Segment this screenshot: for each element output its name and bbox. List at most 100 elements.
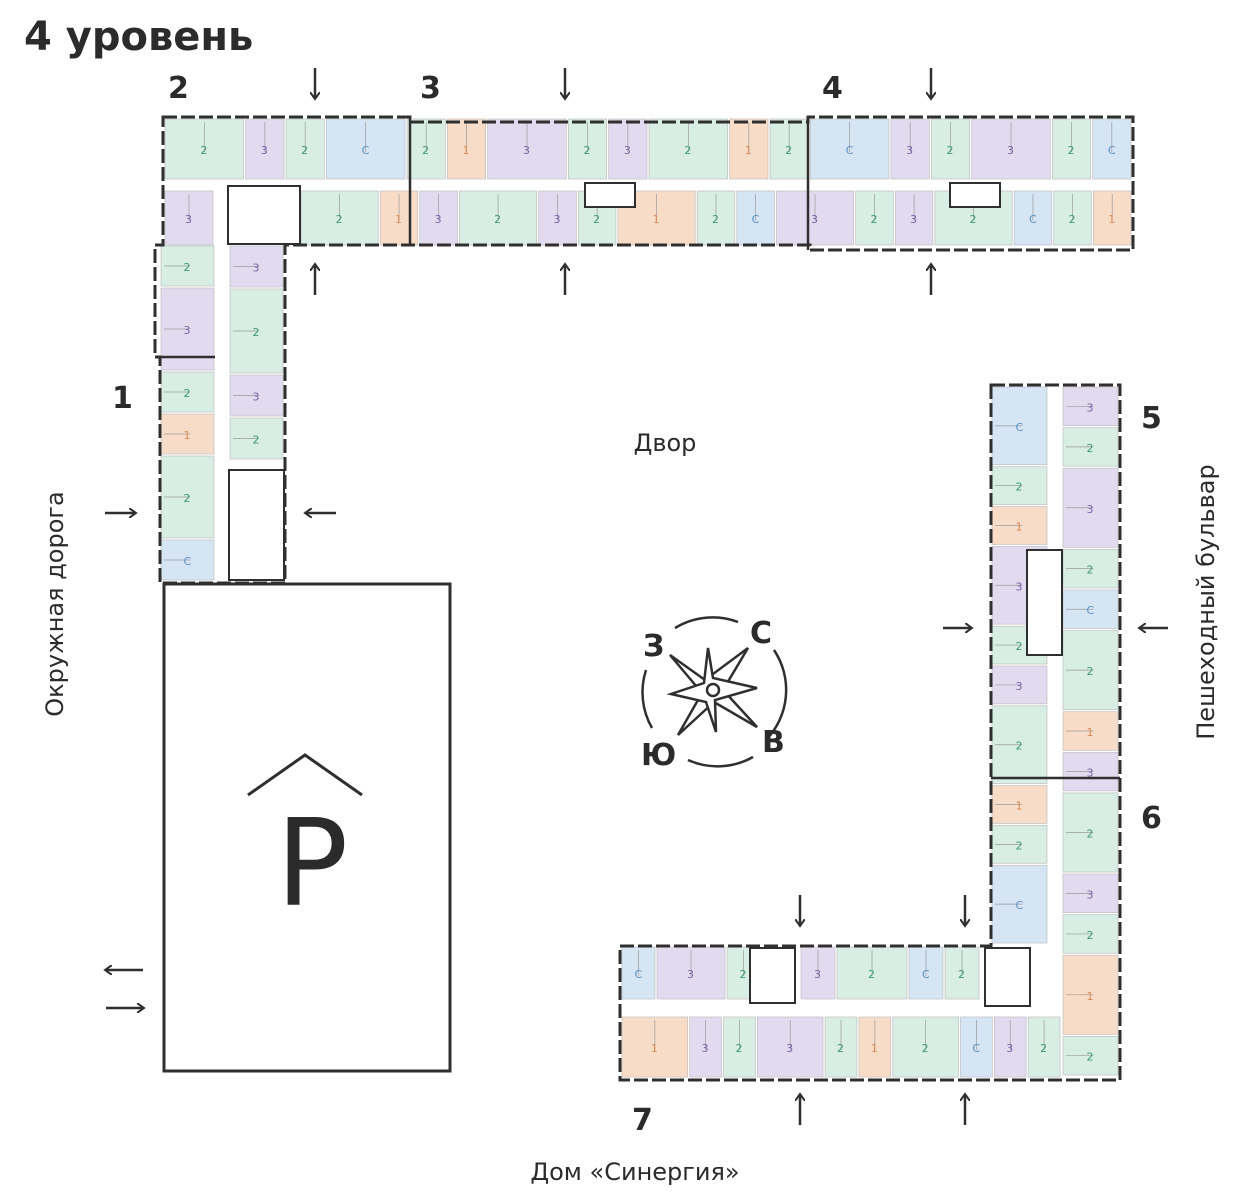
unit-type-label: 2	[870, 213, 877, 226]
street-west-label: Окружная дорога	[41, 491, 69, 716]
unit-type-label: 3	[1087, 767, 1094, 780]
compass-south-label: Ю	[641, 738, 676, 773]
unit-type-label: 2	[184, 387, 191, 400]
unit-type-label: 3	[184, 324, 191, 337]
compass-rose-icon	[641, 616, 788, 768]
section-number-2: 2	[168, 71, 189, 106]
unit-type-label: 2	[1069, 213, 1076, 226]
unit-type-label: 1	[395, 213, 402, 226]
stair-core	[984, 947, 1031, 1007]
page-title: 4 уровень	[24, 14, 253, 60]
unit-type-label: С	[1087, 604, 1095, 617]
unit-type-label: 2	[735, 1042, 742, 1055]
unit-type-label: С	[846, 144, 854, 157]
unit-type-label: 2	[785, 144, 792, 157]
unit-type-label: 2	[584, 144, 591, 157]
unit-type-label: 2	[336, 213, 343, 226]
unit-type-label: 2	[1087, 827, 1094, 840]
stair-core	[228, 469, 285, 581]
unit-type-label: 2	[1087, 1051, 1094, 1064]
corridor	[1048, 386, 1062, 946]
unit-type-label: 2	[253, 434, 260, 447]
unit-type-label: 1	[463, 144, 470, 157]
unit-type-label: 2	[740, 968, 747, 981]
stair-core	[1026, 549, 1063, 656]
unit-type-label: С	[922, 968, 930, 981]
unit-type-label: С	[1016, 421, 1024, 434]
unit-type-label: 2	[1016, 839, 1023, 852]
unit-type-label: 3	[624, 144, 631, 157]
unit-type-label: 3	[811, 213, 818, 226]
section-number-6: 6	[1141, 801, 1162, 836]
unit-type-label: 1	[653, 213, 660, 226]
corridor	[215, 245, 229, 581]
unit-type-label: 3	[261, 144, 268, 157]
street-east-label: Пешеходный бульвар	[1192, 464, 1220, 739]
parking-letter: P	[276, 795, 348, 934]
parking-area: P	[162, 582, 452, 1073]
courtyard-label: Двор	[634, 429, 697, 457]
unit-type-label: 3	[910, 213, 917, 226]
unit-type-label: 2	[922, 1042, 929, 1055]
section-number-4: 4	[822, 71, 843, 106]
unit-type-label: 3	[1016, 680, 1023, 693]
unit-type-label: 3	[554, 213, 561, 226]
unit-type-label: 2	[684, 144, 691, 157]
unit-type-label: 3	[906, 144, 913, 157]
compass-west-label: З	[643, 629, 664, 664]
unit-type-label: 2	[1016, 640, 1023, 653]
unit-type-label: 3	[1006, 1042, 1013, 1055]
unit-type-label: 2	[301, 144, 308, 157]
stair-core	[949, 182, 1001, 208]
section-number-1: 1	[112, 381, 133, 416]
unit-type-label: 1	[1108, 213, 1115, 226]
unit-type-label: 2	[1016, 481, 1023, 494]
unit-type-label: 2	[593, 213, 600, 226]
street-south-label: Дом «Синергия»	[530, 1158, 739, 1186]
unit-type-label: 2	[184, 261, 191, 274]
unit-type-label: 3	[814, 968, 821, 981]
unit-type-label: 3	[253, 262, 260, 275]
unit-type-label: С	[635, 968, 643, 981]
unit-type-label: 2	[1087, 929, 1094, 942]
unit-type-label: 1	[1087, 726, 1094, 739]
stair-core	[584, 182, 636, 208]
unit-type-label: 2	[1087, 665, 1094, 678]
building-walls	[153, 115, 1135, 1082]
unit-type-label: 1	[871, 1042, 878, 1055]
unit-type-label: С	[972, 1042, 980, 1055]
parking-roof-icon	[247, 753, 363, 797]
unit-type-label: 1	[651, 1042, 658, 1055]
unit-type-label: 3	[1016, 580, 1023, 593]
unit-type-label: 3	[786, 1042, 793, 1055]
unit-type-label: 2	[422, 144, 429, 157]
unit-type-label: 2	[970, 213, 977, 226]
unit-type-label: 3	[1007, 144, 1014, 157]
unit-type-label: 1	[745, 144, 752, 157]
unit-type-label: 2	[253, 326, 260, 339]
unit-type-label: С	[1016, 899, 1024, 912]
unit-type-label: 3	[1087, 888, 1094, 901]
unit-type-label: 1	[1087, 990, 1094, 1003]
unit-type-label: 2	[184, 492, 191, 505]
unit-type-label: 2	[868, 968, 875, 981]
unit-type-label: 3	[435, 213, 442, 226]
section-number-5: 5	[1141, 401, 1162, 436]
exterior-wall	[618, 383, 1122, 1082]
unit-type-label: 3	[185, 213, 192, 226]
unit-type-label: 2	[837, 1042, 844, 1055]
unit-type-label: 1	[1016, 800, 1023, 813]
unit-type-label: 2	[958, 968, 965, 981]
section-number-7: 7	[632, 1103, 653, 1138]
unit-type-label: 3	[1087, 401, 1094, 414]
unit-type-label: 3	[523, 144, 530, 157]
corridor	[164, 180, 1132, 190]
unit-type-label: 2	[1087, 442, 1094, 455]
unit-type-label: 2	[1040, 1042, 1047, 1055]
unit-type-label: С	[184, 555, 192, 568]
stair-core	[749, 947, 796, 1004]
unit-type-label: 2	[947, 144, 954, 157]
section-number-3: 3	[420, 71, 441, 106]
compass-east-label: В	[762, 725, 785, 760]
